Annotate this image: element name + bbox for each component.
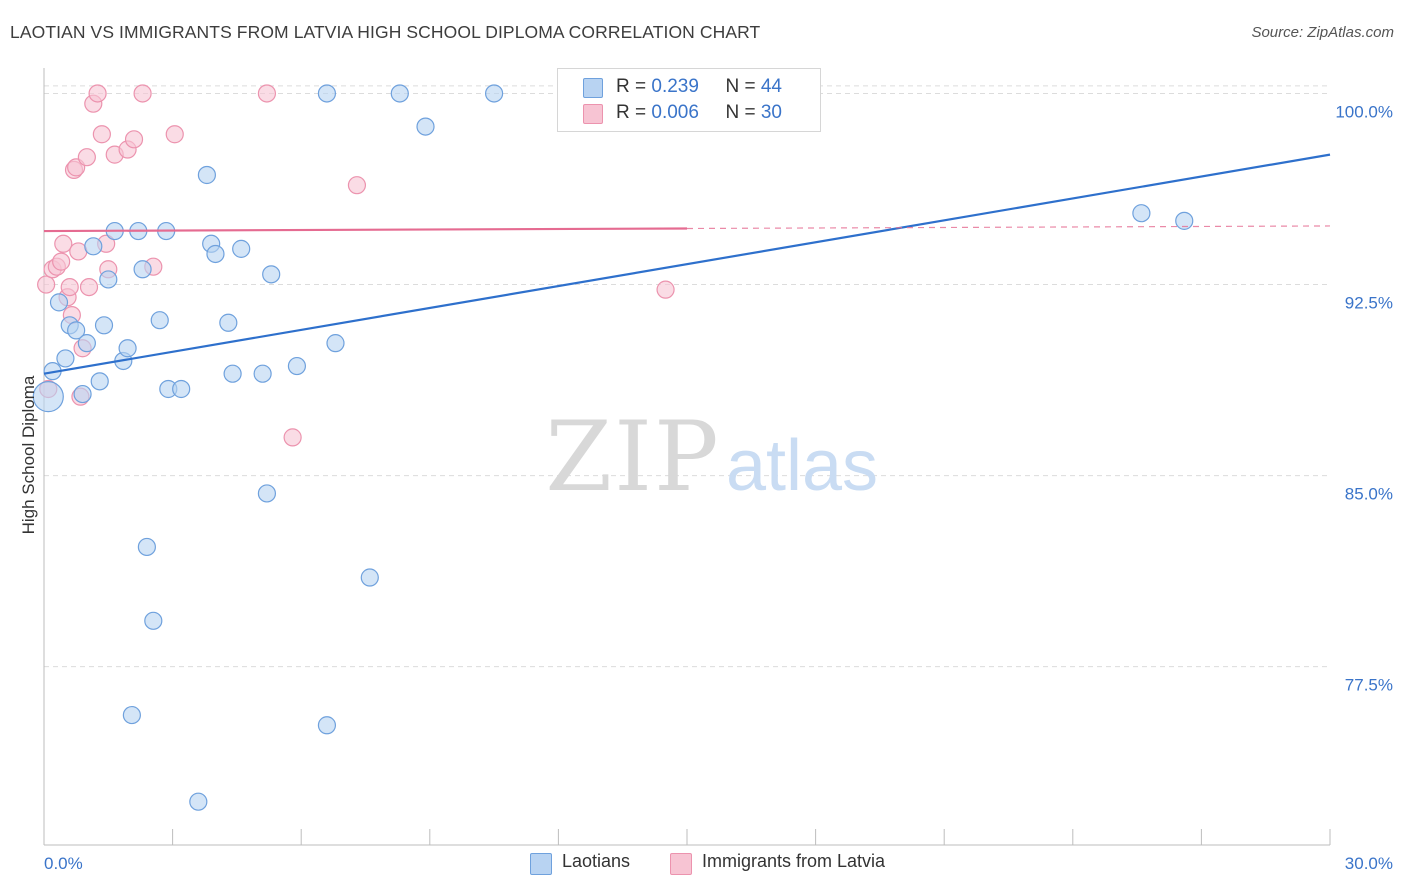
laotians-point — [172, 379, 191, 399]
legend-n-label: N = — [725, 76, 761, 97]
laotians-point — [137, 537, 156, 557]
laotians-point — [317, 84, 337, 103]
x-tick-label-min: 0.0% — [44, 854, 83, 873]
bottom-legend-swatch-latvia — [670, 853, 692, 875]
latvia-point — [92, 125, 111, 144]
laotians-point — [253, 364, 272, 383]
laotians-point — [122, 705, 141, 725]
laotians-point — [262, 265, 281, 284]
laotians-point — [206, 244, 225, 264]
y-tick-labels: 77.5% 85.0% 92.5% 100.0% — [1335, 102, 1393, 694]
laotians-point — [99, 270, 118, 289]
latvia-point — [77, 148, 96, 167]
axes — [43, 68, 1331, 846]
laotians-point — [197, 165, 216, 185]
laotians-point — [94, 316, 114, 335]
x-tick-label-max: 30.0% — [1345, 854, 1393, 873]
trend-line-latvia-extension — [686, 225, 1331, 230]
legend-n-value: 30 — [760, 102, 782, 123]
latvia-point — [124, 130, 144, 149]
latvia-point — [257, 84, 277, 103]
latvia-point — [347, 176, 367, 195]
trend-line-laotians — [43, 153, 1331, 375]
laotians-point — [390, 84, 409, 103]
laotians-point — [144, 611, 163, 630]
legend-r-label: R = — [616, 102, 652, 123]
watermark-atlas: atlas — [726, 426, 878, 506]
series-laotians-points — [32, 84, 1194, 811]
legend-swatch-laotians — [583, 78, 603, 98]
laotians-point — [223, 364, 242, 383]
laotians-point — [232, 239, 251, 258]
watermark-zip: ZIP — [545, 401, 720, 513]
latvia-point — [88, 84, 107, 103]
bottom-legend-label-latvia: Immigrants from Latvia — [702, 851, 886, 871]
laotians-point — [287, 356, 307, 376]
trend-line-latvia — [43, 227, 688, 233]
laotians-point — [485, 84, 504, 103]
latvia-point — [656, 280, 675, 299]
latvia-point — [133, 84, 152, 103]
legend-r-value: 0.239 — [651, 76, 699, 97]
laotians-point — [150, 311, 169, 330]
legend-r-label: R = — [616, 76, 652, 97]
laotians-point — [84, 237, 103, 256]
laotians-point — [67, 321, 86, 340]
chart-title: LAOTIAN VS IMMIGRANTS FROM LATVIA HIGH S… — [10, 22, 761, 42]
laotians-point — [90, 372, 109, 391]
laotians-point — [1132, 204, 1151, 223]
series-latvia-points — [37, 84, 675, 447]
legend-n-value: 44 — [760, 76, 782, 97]
laotians-point — [326, 334, 345, 353]
legend-r-value: 0.006 — [651, 102, 699, 123]
laotians-point — [360, 568, 379, 587]
laotians-point — [416, 117, 435, 136]
latvia-point — [283, 428, 302, 447]
latvia-point — [79, 277, 99, 297]
laotians-point — [133, 260, 152, 279]
bottom-legend-swatch-laotians — [530, 853, 552, 875]
y-tick-label: 85.0% — [1345, 485, 1393, 504]
laotians-point — [77, 334, 96, 353]
stats-legend: R = 0.239 N = 44 R = 0.006 N = 30 — [557, 68, 821, 132]
latvia-point — [54, 234, 73, 253]
laotians-point — [257, 484, 277, 503]
x-tick-labels: 0.0% 30.0% — [44, 854, 1393, 873]
legend-swatch-latvia — [583, 104, 603, 124]
laotians-point — [317, 716, 337, 735]
source-label: Source: ZipAtlas.com — [1251, 24, 1394, 41]
trend-lines — [43, 153, 1331, 375]
laotians-point — [32, 381, 64, 413]
latvia-point — [52, 252, 71, 271]
laotians-point — [1175, 211, 1194, 230]
y-axis-label: High School Diploma — [19, 375, 38, 535]
y-tick-label: 92.5% — [1345, 294, 1393, 313]
laotians-point — [56, 349, 75, 368]
laotians-point — [189, 792, 208, 811]
latvia-point — [165, 125, 184, 144]
watermark: ZIP atlas — [545, 401, 878, 513]
legend-n-label: N = — [725, 102, 761, 123]
laotians-point — [73, 384, 92, 404]
laotians-point — [219, 313, 238, 332]
laotians-point — [118, 339, 137, 358]
latvia-point — [60, 277, 79, 297]
latvia-point — [37, 275, 56, 294]
y-tick-label: 100.0% — [1335, 102, 1393, 121]
laotians-point — [49, 293, 69, 312]
bottom-legend-label-laotians: Laotians — [562, 851, 631, 871]
y-tick-label: 77.5% — [1345, 676, 1393, 695]
